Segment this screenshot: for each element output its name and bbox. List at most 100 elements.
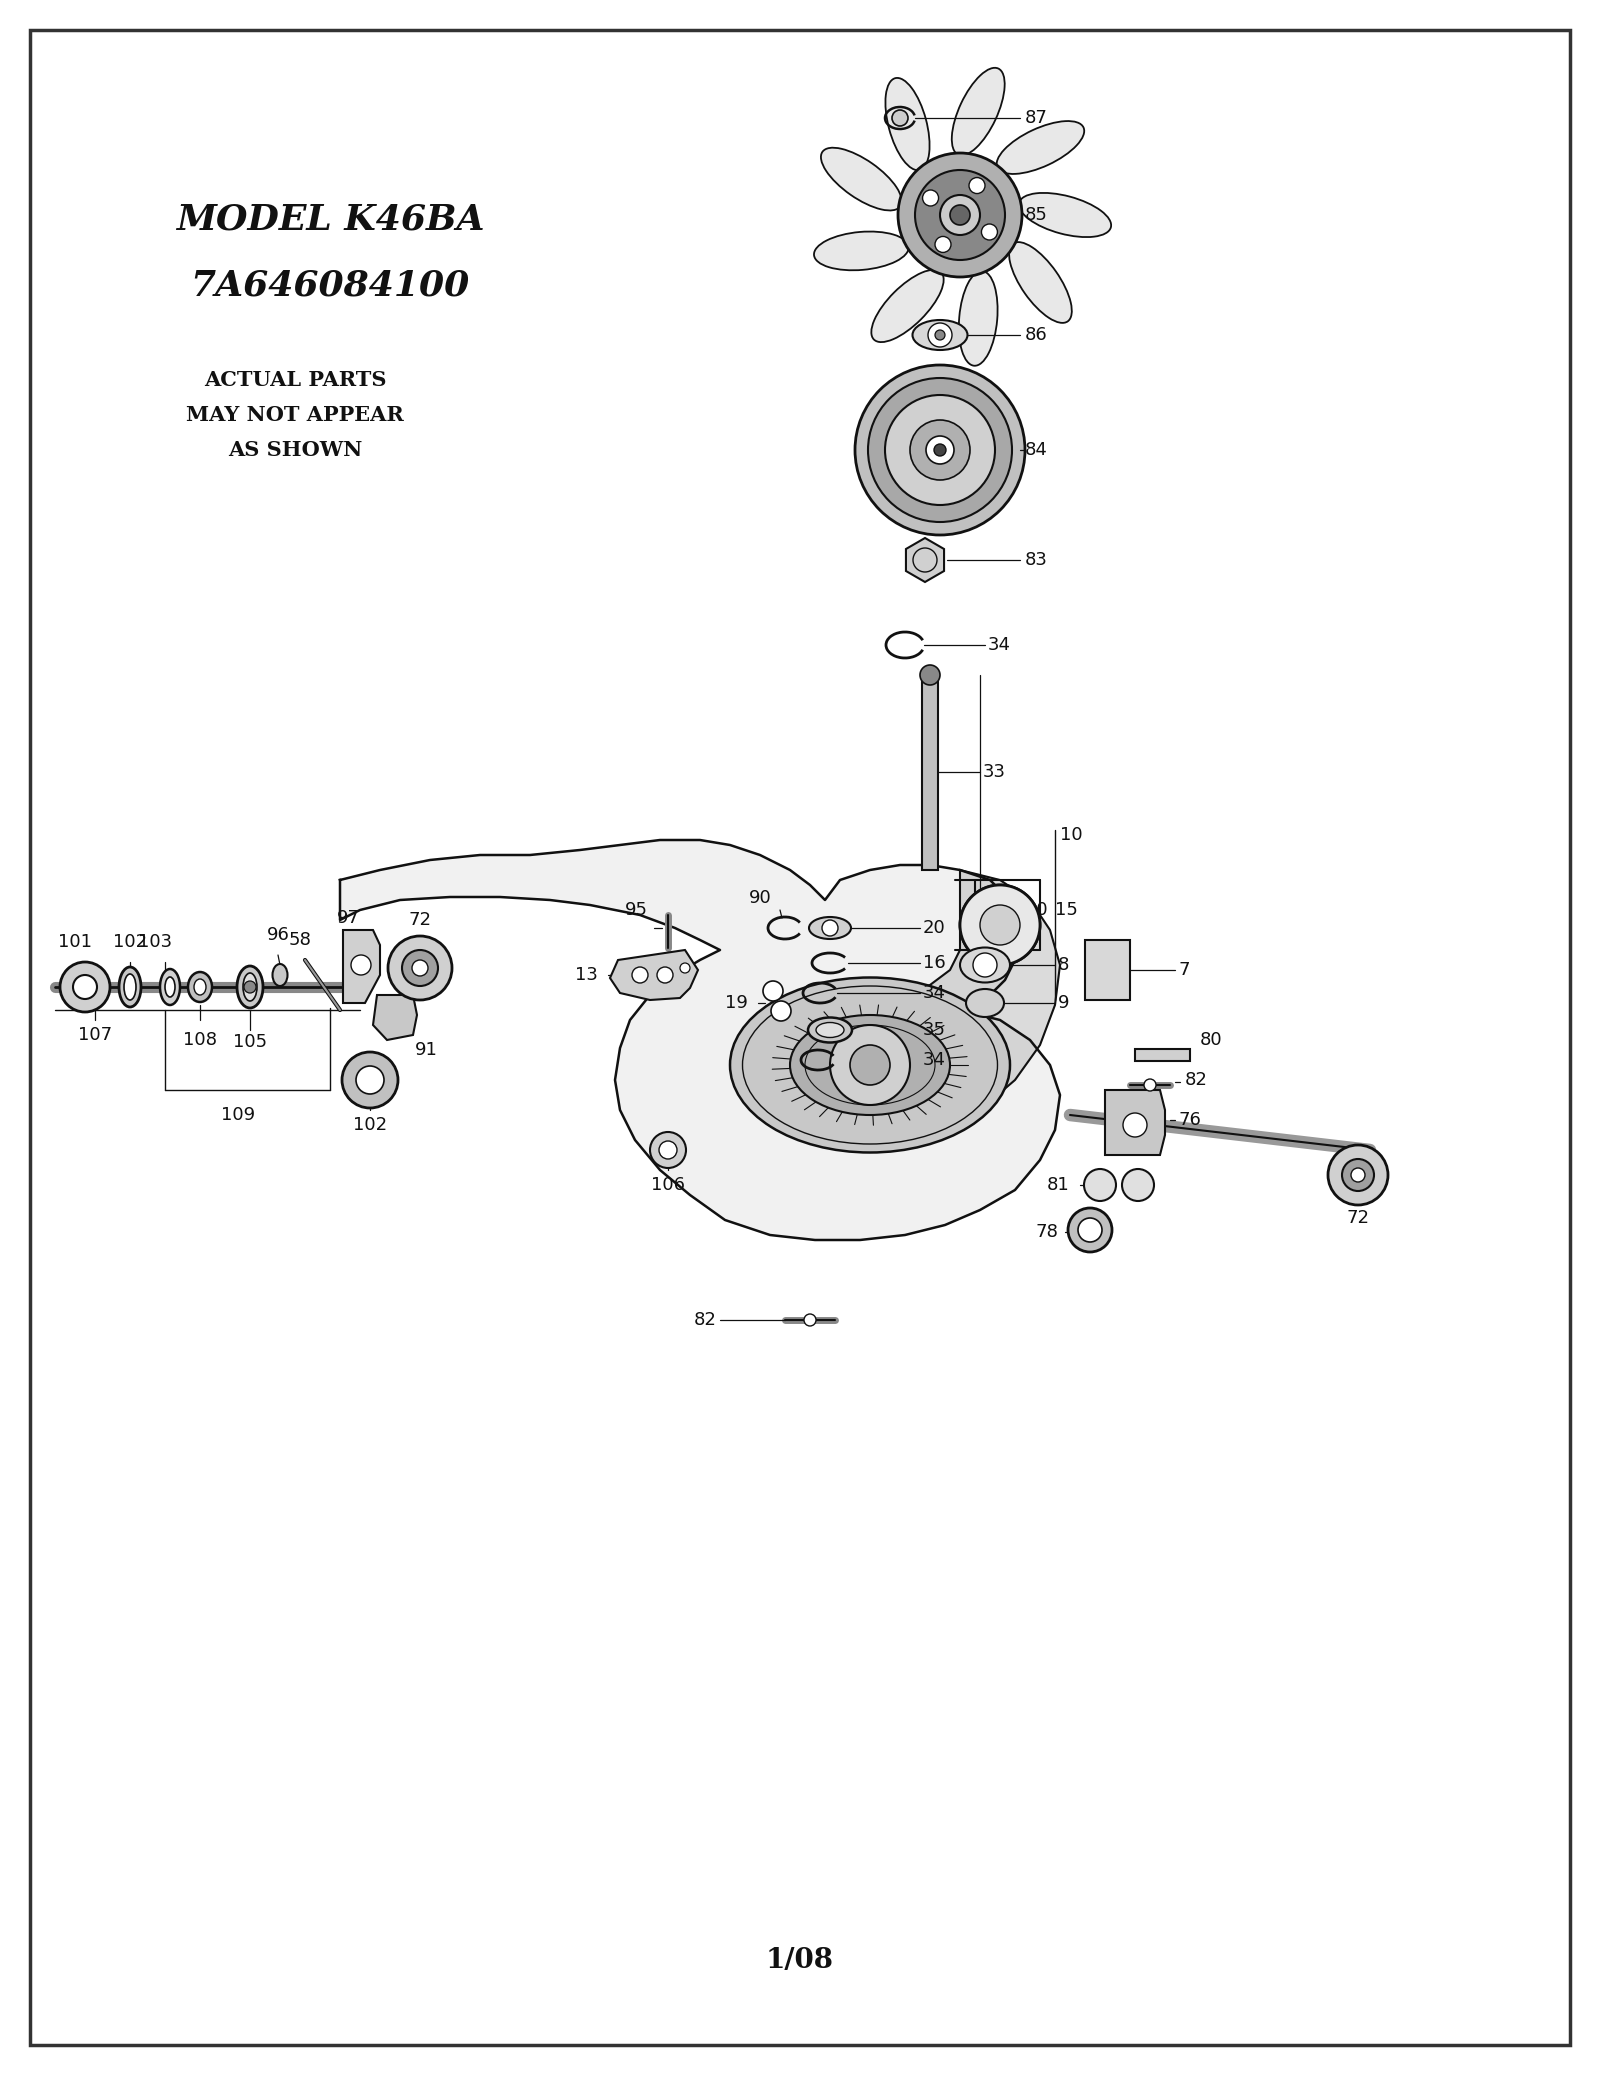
Ellipse shape <box>821 147 902 210</box>
Ellipse shape <box>808 1017 851 1042</box>
Text: 102: 102 <box>114 934 147 950</box>
Circle shape <box>1144 1079 1155 1091</box>
Text: 16: 16 <box>923 954 946 971</box>
Circle shape <box>898 154 1022 276</box>
Circle shape <box>243 981 256 994</box>
Text: 1/08: 1/08 <box>766 1946 834 1973</box>
Text: 107: 107 <box>78 1025 112 1044</box>
Circle shape <box>960 886 1040 965</box>
Polygon shape <box>1085 940 1130 1000</box>
Ellipse shape <box>960 948 1010 981</box>
Text: 82: 82 <box>1186 1071 1208 1089</box>
Text: 34: 34 <box>989 637 1011 654</box>
Ellipse shape <box>189 971 211 1002</box>
Circle shape <box>658 967 674 984</box>
Text: 8: 8 <box>1058 957 1069 973</box>
Circle shape <box>885 394 995 504</box>
Polygon shape <box>373 996 418 1040</box>
Text: 15: 15 <box>1054 901 1078 919</box>
Text: 33: 33 <box>982 764 1006 780</box>
Polygon shape <box>1134 1050 1190 1060</box>
Text: 58: 58 <box>288 932 312 948</box>
Circle shape <box>342 1052 398 1108</box>
Circle shape <box>763 981 782 1000</box>
Text: 13: 13 <box>574 967 598 984</box>
Text: 86: 86 <box>1026 326 1048 344</box>
Text: 76: 76 <box>1178 1110 1202 1129</box>
Text: 81: 81 <box>1048 1177 1070 1193</box>
Ellipse shape <box>118 967 141 1006</box>
FancyBboxPatch shape <box>922 674 938 869</box>
Text: 35: 35 <box>923 1021 946 1040</box>
Circle shape <box>61 963 110 1013</box>
Text: 83: 83 <box>1026 552 1048 569</box>
Text: 78: 78 <box>1035 1222 1058 1241</box>
Text: 87: 87 <box>1026 110 1048 127</box>
Circle shape <box>923 191 939 205</box>
Circle shape <box>355 1067 384 1094</box>
Text: 97: 97 <box>336 909 360 928</box>
Circle shape <box>413 961 429 975</box>
Text: 34: 34 <box>923 984 946 1002</box>
Circle shape <box>74 975 98 998</box>
Text: 19: 19 <box>725 994 749 1013</box>
Circle shape <box>960 886 1040 965</box>
Circle shape <box>893 110 909 127</box>
Text: 82: 82 <box>694 1311 717 1328</box>
Polygon shape <box>339 840 1059 1241</box>
Circle shape <box>1123 1112 1147 1137</box>
Text: 95: 95 <box>626 901 648 919</box>
Circle shape <box>1328 1145 1389 1206</box>
Polygon shape <box>765 869 1059 1145</box>
Circle shape <box>934 330 946 340</box>
Ellipse shape <box>165 977 174 996</box>
Circle shape <box>680 963 690 973</box>
Circle shape <box>934 444 946 456</box>
Text: 84: 84 <box>1026 442 1048 459</box>
Text: 85: 85 <box>1026 205 1048 224</box>
Ellipse shape <box>272 965 288 986</box>
Circle shape <box>805 1313 816 1326</box>
Circle shape <box>973 952 997 977</box>
Ellipse shape <box>997 120 1085 174</box>
Ellipse shape <box>885 79 930 170</box>
Text: 80: 80 <box>1200 1031 1222 1050</box>
Ellipse shape <box>912 320 968 351</box>
Text: 72: 72 <box>408 911 432 930</box>
Text: 109: 109 <box>221 1106 254 1125</box>
Circle shape <box>1085 1168 1117 1201</box>
Circle shape <box>926 436 954 465</box>
Ellipse shape <box>243 973 258 1000</box>
Text: 7A646084100: 7A646084100 <box>190 268 470 303</box>
Circle shape <box>771 1000 790 1021</box>
Text: 7: 7 <box>1178 961 1189 979</box>
Text: 102: 102 <box>354 1116 387 1135</box>
Polygon shape <box>342 930 381 1002</box>
Text: 91: 91 <box>414 1042 438 1058</box>
Circle shape <box>387 936 453 1000</box>
Circle shape <box>1078 1218 1102 1243</box>
Circle shape <box>941 195 979 234</box>
Circle shape <box>850 1046 890 1085</box>
Ellipse shape <box>125 973 136 1000</box>
Circle shape <box>650 1133 686 1168</box>
Circle shape <box>402 950 438 986</box>
Text: 10: 10 <box>1026 901 1048 919</box>
Text: 101: 101 <box>58 934 93 950</box>
Ellipse shape <box>790 1015 950 1114</box>
Polygon shape <box>1106 1089 1165 1156</box>
Text: ACTUAL PARTS: ACTUAL PARTS <box>203 369 386 390</box>
Ellipse shape <box>814 232 909 270</box>
Text: 34: 34 <box>923 1052 946 1069</box>
Text: 90: 90 <box>749 888 771 907</box>
Circle shape <box>910 419 970 479</box>
Circle shape <box>350 954 371 975</box>
Circle shape <box>950 205 970 224</box>
Ellipse shape <box>194 979 206 996</box>
Ellipse shape <box>1010 243 1072 324</box>
Text: AS SHOWN: AS SHOWN <box>227 440 362 461</box>
Circle shape <box>822 919 838 936</box>
Ellipse shape <box>816 1023 845 1038</box>
Text: 108: 108 <box>182 1031 218 1050</box>
Ellipse shape <box>237 967 262 1008</box>
